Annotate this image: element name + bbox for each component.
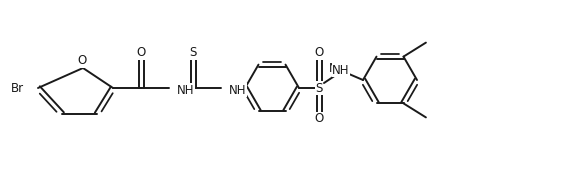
Text: O: O (315, 112, 324, 125)
Text: S: S (315, 81, 323, 95)
Text: H: H (337, 61, 345, 74)
Text: O: O (315, 46, 324, 59)
Text: NH: NH (332, 64, 349, 77)
Text: O: O (136, 46, 146, 59)
Text: O: O (77, 55, 86, 68)
Text: NH: NH (177, 83, 194, 96)
Text: Br: Br (11, 81, 24, 95)
Text: N: N (329, 61, 337, 74)
Text: NH: NH (229, 83, 247, 96)
Text: S: S (189, 46, 197, 59)
